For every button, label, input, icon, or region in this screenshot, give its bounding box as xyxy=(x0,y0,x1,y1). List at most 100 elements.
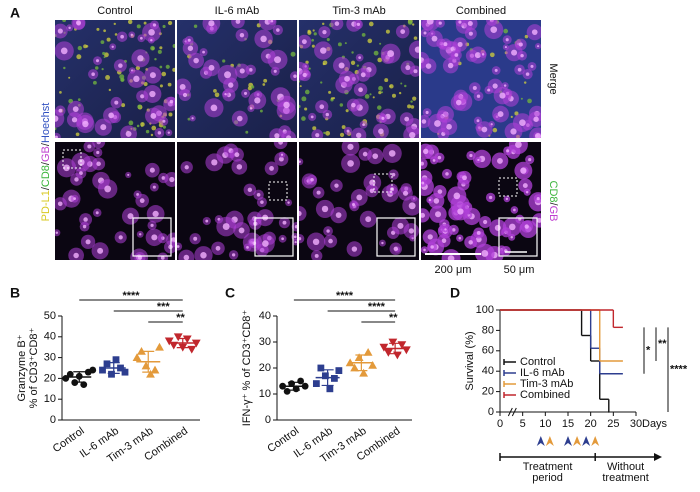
error-bar xyxy=(142,350,155,373)
blob-core xyxy=(287,201,290,204)
blob-core xyxy=(391,172,396,177)
blob-core xyxy=(455,99,462,106)
speck xyxy=(250,85,255,89)
speck xyxy=(136,124,140,128)
y-axis-label: IFN-γ⁺ % of CD3⁺CD8⁺ xyxy=(241,310,253,427)
blob-core xyxy=(137,255,142,260)
sig-label: **** xyxy=(122,290,140,302)
speck xyxy=(369,93,372,96)
y-tick-label: 30 xyxy=(44,352,56,364)
blob-core xyxy=(169,99,174,104)
speck xyxy=(259,109,263,113)
blob-core xyxy=(202,50,205,54)
stain-label-part: GB xyxy=(40,146,52,162)
blob-core xyxy=(191,117,194,120)
error-bar xyxy=(176,337,189,349)
blob-core xyxy=(347,160,354,167)
speck xyxy=(157,49,162,54)
blob-core xyxy=(152,210,159,218)
speck xyxy=(128,120,134,126)
speck xyxy=(413,36,418,40)
speck xyxy=(59,91,62,94)
speck xyxy=(307,29,311,34)
blob-core xyxy=(425,110,429,114)
image-content xyxy=(421,20,541,138)
speck xyxy=(410,105,415,109)
data-point xyxy=(80,381,88,389)
speck xyxy=(103,29,106,33)
blob-core xyxy=(426,20,434,25)
blob-core xyxy=(58,108,63,113)
speck xyxy=(62,20,67,23)
speck xyxy=(77,45,83,51)
blob-core xyxy=(237,115,243,122)
speck xyxy=(114,33,118,36)
speck xyxy=(304,89,310,95)
blob-core xyxy=(120,34,124,39)
blob-core xyxy=(95,211,99,215)
dose-marker xyxy=(582,436,591,446)
blob-core xyxy=(167,131,171,134)
data-point xyxy=(137,346,146,355)
sig-label: *** xyxy=(157,301,171,313)
blob-core xyxy=(435,211,442,218)
blob-core xyxy=(278,142,284,145)
blob-core xyxy=(269,166,274,171)
blob-core xyxy=(148,29,155,36)
blob-core xyxy=(96,150,100,155)
blob-core xyxy=(235,20,241,24)
blob-core xyxy=(179,84,186,90)
blob-core xyxy=(72,106,79,113)
speck xyxy=(137,104,142,109)
legend-label: Tim-3 mAb xyxy=(520,378,573,390)
speck xyxy=(262,83,266,86)
image-content xyxy=(55,142,175,260)
blob-core xyxy=(525,72,530,76)
blob-core xyxy=(536,217,541,223)
blob-core xyxy=(152,23,157,27)
data-point xyxy=(392,351,402,360)
speck xyxy=(407,20,413,25)
inset-box xyxy=(254,217,294,257)
y-tick-label: 20 xyxy=(482,386,494,398)
blob-core xyxy=(85,239,91,245)
y-tick-label: 100 xyxy=(476,304,494,316)
row-label-part: GB xyxy=(547,206,559,222)
error-bar xyxy=(287,381,300,391)
scale-label: 50 μm xyxy=(504,264,535,276)
blob-core xyxy=(481,250,489,257)
y-axis-label: Granzyme B⁺ xyxy=(16,334,28,401)
speck xyxy=(311,44,315,48)
blob-core xyxy=(425,63,432,69)
blob-core xyxy=(438,21,442,25)
speck xyxy=(136,24,141,29)
error-bar xyxy=(355,354,368,372)
blob-core xyxy=(518,42,523,47)
speck xyxy=(381,91,384,94)
speck xyxy=(330,97,334,100)
speck xyxy=(332,96,336,100)
speck xyxy=(379,42,382,45)
blob-core xyxy=(457,41,463,47)
blob-core xyxy=(400,29,406,34)
blob-core xyxy=(238,227,245,234)
blob-core xyxy=(531,29,538,35)
blob-core xyxy=(260,200,264,204)
speck xyxy=(323,131,326,135)
error-bar xyxy=(321,369,334,387)
blob-core xyxy=(488,195,493,200)
roi-box xyxy=(268,181,288,201)
blob-core xyxy=(224,71,231,79)
image-content xyxy=(299,20,419,138)
blob-core xyxy=(239,32,245,38)
blob-core xyxy=(344,75,350,82)
blob-core xyxy=(365,216,372,223)
data-point xyxy=(146,369,155,378)
speck xyxy=(121,103,126,108)
blob-core xyxy=(414,46,419,53)
blob xyxy=(231,20,245,29)
dose-marker xyxy=(536,436,545,446)
x-axis-label: Days xyxy=(642,418,668,430)
blob-core xyxy=(497,157,503,164)
blob-core xyxy=(338,62,345,69)
